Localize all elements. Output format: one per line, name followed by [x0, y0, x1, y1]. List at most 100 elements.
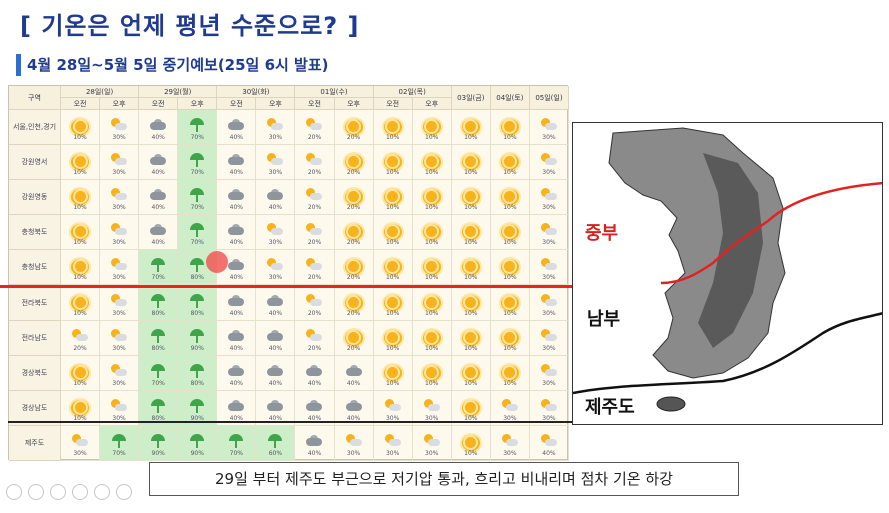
- day-header: 03일(금): [451, 86, 491, 110]
- forecast-cell: 30%: [256, 250, 296, 286]
- rain-probability: 30%: [385, 414, 400, 422]
- sun-cloud-icon: [110, 152, 128, 168]
- sun-icon: [344, 259, 363, 276]
- forecast-cell: 20%: [334, 180, 374, 216]
- prev-icon[interactable]: [6, 484, 22, 500]
- region-label: 경상북도: [9, 355, 61, 391]
- cloud-icon: [227, 363, 245, 379]
- cloud-icon: [227, 222, 245, 238]
- copy-icon[interactable]: [72, 484, 88, 500]
- sun-cloud-icon: [266, 152, 284, 168]
- region-label: 강원영동: [9, 180, 61, 216]
- korea-ridge-shading: [698, 153, 763, 348]
- rain-probability: 40%: [229, 379, 243, 387]
- forecast-cell: 40%: [256, 285, 296, 321]
- page-title: [ 기온은 언제 평년 수준으로? ]: [20, 12, 360, 40]
- forecast-cell: 70%: [178, 180, 218, 216]
- am-header: 오전: [217, 98, 257, 110]
- rain-probability: 30%: [73, 449, 87, 457]
- pm-header: 오후: [412, 98, 452, 110]
- rain-probability: 10%: [503, 309, 517, 317]
- sun-icon: [422, 329, 441, 346]
- forecast-cell: 60%: [256, 425, 296, 461]
- rain-probability: 70%: [112, 449, 126, 457]
- forecast-cell: 80%: [139, 285, 179, 321]
- sun-icon: [383, 259, 402, 276]
- rain-probability: 30%: [542, 274, 556, 282]
- sun-icon: [344, 329, 363, 346]
- umbrella-icon: [188, 328, 206, 344]
- forecast-cell: 40%: [256, 390, 296, 426]
- sun-cloud-icon: [540, 117, 558, 133]
- pen-icon[interactable]: [50, 484, 66, 500]
- rain-probability: 30%: [268, 134, 283, 142]
- sun-cloud-icon: [384, 398, 402, 414]
- pm-header: 오후: [178, 98, 218, 110]
- rain-probability: 20%: [346, 309, 361, 317]
- forecast-cell: 30%: [529, 215, 569, 251]
- sun-cloud-icon: [540, 222, 558, 238]
- sun-icon: [71, 119, 90, 135]
- rain-probability: 30%: [425, 449, 439, 457]
- more-icon[interactable]: [116, 484, 132, 500]
- rain-probability: 10%: [73, 379, 87, 387]
- sun-icon: [461, 259, 480, 276]
- forecast-cell: 10%: [451, 110, 491, 146]
- forecast-cell: 10%: [61, 390, 101, 426]
- rain-probability: 30%: [542, 309, 556, 317]
- day-header: 02일(목): [373, 86, 452, 98]
- rain-probability: 60%: [268, 449, 283, 457]
- rain-probability: 20%: [307, 169, 322, 177]
- next-icon[interactable]: [28, 484, 44, 500]
- sun-cloud-icon: [540, 152, 558, 168]
- sun-icon: [422, 189, 441, 206]
- sun-cloud-icon: [110, 257, 128, 273]
- rain-probability: 30%: [112, 169, 126, 177]
- rain-probability: 20%: [307, 344, 322, 352]
- forecast-cell: 40%: [139, 215, 179, 251]
- sun-cloud-icon: [501, 433, 519, 449]
- day-header: 30일(화): [217, 86, 296, 98]
- forecast-cell: 20%: [295, 215, 335, 251]
- sun-icon: [500, 259, 519, 276]
- rain-probability: 40%: [229, 239, 243, 247]
- sun-icon: [422, 119, 441, 135]
- rain-probability: 20%: [307, 134, 322, 142]
- sun-cloud-icon: [345, 433, 363, 449]
- cloud-icon: [227, 257, 245, 273]
- sun-icon: [344, 189, 363, 206]
- rain-probability: 30%: [542, 344, 556, 352]
- rain-probability: 10%: [464, 239, 478, 247]
- rain-probability: 10%: [73, 274, 87, 282]
- forecast-cell: 70%: [139, 355, 179, 391]
- forecast-cell: 70%: [178, 110, 218, 146]
- rain-probability: 20%: [346, 344, 361, 352]
- sun-icon: [383, 294, 402, 311]
- rain-probability: 40%: [268, 344, 283, 352]
- forecast-subtitle: 4월 28일~5월 5일 중기예보(25일 6시 발표): [16, 54, 329, 76]
- forecast-cell: 40%: [139, 145, 179, 181]
- jeju-island: [656, 396, 686, 412]
- rain-probability: 10%: [464, 169, 478, 177]
- cloud-icon: [305, 398, 323, 414]
- zoom-icon[interactable]: [94, 484, 110, 500]
- sun-cloud-icon: [305, 328, 323, 344]
- rain-probability: 40%: [307, 379, 322, 387]
- pointer-cursor-icon: [206, 251, 228, 273]
- rain-probability: 30%: [268, 274, 283, 282]
- rain-probability: 10%: [385, 379, 400, 387]
- day-header: 05일(일): [529, 86, 569, 110]
- umbrella-icon: [266, 433, 284, 449]
- forecast-cell: 40%: [295, 390, 335, 426]
- rain-probability: 30%: [346, 449, 361, 457]
- cloud-icon: [227, 293, 245, 309]
- forecast-cell: 10%: [61, 110, 101, 146]
- label-nambu: 남부: [587, 309, 621, 330]
- sun-icon: [71, 154, 90, 171]
- sun-cloud-icon: [266, 257, 284, 273]
- rain-probability: 80%: [190, 274, 204, 282]
- forecast-cell: 90%: [178, 425, 218, 461]
- rain-probability: 70%: [151, 274, 165, 282]
- rain-probability: 30%: [112, 379, 126, 387]
- forecast-cell: 10%: [451, 390, 491, 426]
